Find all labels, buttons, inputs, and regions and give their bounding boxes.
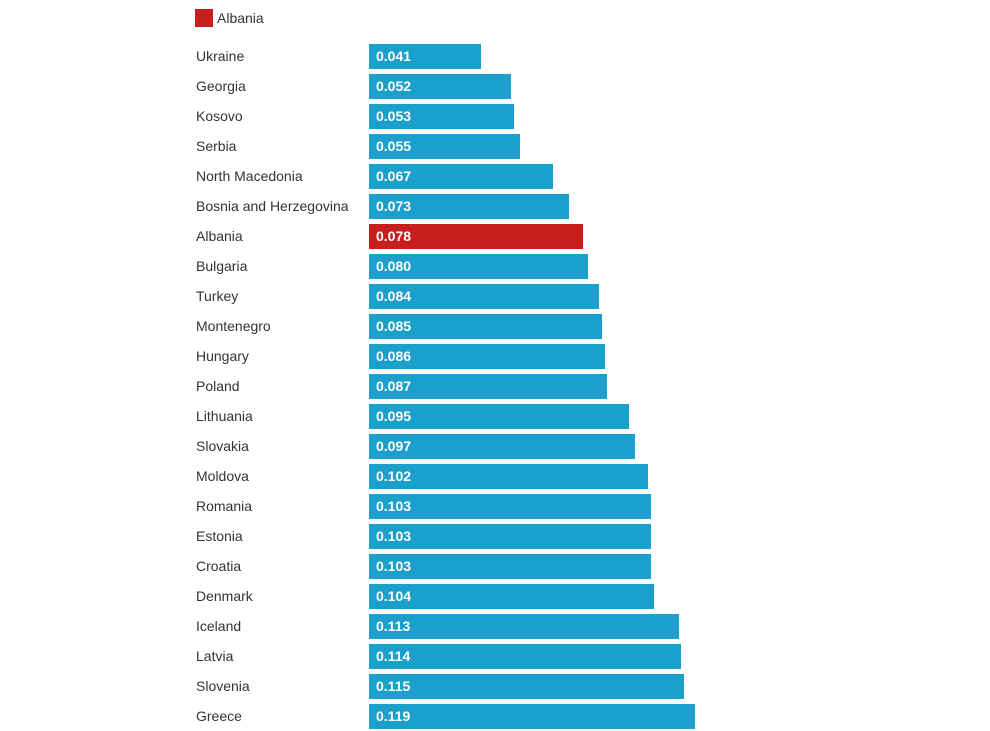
category-label-albania: Albania	[196, 228, 243, 244]
bar-denmark	[369, 584, 654, 609]
category-label-slovenia: Slovenia	[196, 678, 250, 694]
value-label-albania: 0.078	[376, 228, 411, 244]
category-label-croatia: Croatia	[196, 558, 241, 574]
value-label-georgia: 0.052	[376, 78, 411, 94]
bar-bosnia-and-herzegovina	[369, 194, 569, 219]
bar-hungary	[369, 344, 605, 369]
category-label-slovakia: Slovakia	[196, 438, 249, 454]
category-label-poland: Poland	[196, 378, 240, 394]
category-label-bulgaria: Bulgaria	[196, 258, 248, 274]
value-label-greece: 0.119	[376, 708, 410, 724]
bar-slovenia	[369, 674, 684, 699]
value-label-turkey: 0.084	[376, 288, 411, 304]
bar-iceland	[369, 614, 679, 639]
value-label-kosovo: 0.053	[376, 108, 411, 124]
value-label-denmark: 0.104	[376, 588, 411, 604]
category-label-latvia: Latvia	[196, 648, 234, 664]
category-label-romania: Romania	[196, 498, 252, 514]
bar-bulgaria	[369, 254, 588, 279]
category-label-serbia: Serbia	[196, 138, 237, 154]
bar-romania	[369, 494, 651, 519]
value-label-slovakia: 0.097	[376, 438, 411, 454]
value-label-iceland: 0.113	[376, 618, 410, 634]
bar-georgia	[369, 74, 511, 99]
category-label-ukraine: Ukraine	[196, 48, 244, 64]
bar-moldova	[369, 464, 648, 489]
category-label-moldova: Moldova	[196, 468, 249, 484]
value-label-latvia: 0.114	[376, 648, 410, 664]
category-label-estonia: Estonia	[196, 528, 243, 544]
value-label-romania: 0.103	[376, 498, 411, 514]
bar-north-macedonia	[369, 164, 553, 189]
bar-serbia	[369, 134, 520, 159]
bar-turkey	[369, 284, 599, 309]
value-label-montenegro: 0.085	[376, 318, 411, 334]
value-label-croatia: 0.103	[376, 558, 411, 574]
value-label-bosnia-and-herzegovina: 0.073	[376, 198, 411, 214]
category-label-north-macedonia: North Macedonia	[196, 168, 303, 184]
bar-albania	[369, 224, 583, 249]
value-label-lithuania: 0.095	[376, 408, 411, 424]
value-label-estonia: 0.103	[376, 528, 411, 544]
bar-kosovo	[369, 104, 514, 129]
category-label-bosnia-and-herzegovina: Bosnia and Herzegovina	[196, 198, 349, 214]
bar-latvia	[369, 644, 681, 669]
category-label-kosovo: Kosovo	[196, 108, 243, 124]
category-label-turkey: Turkey	[196, 288, 238, 304]
category-label-lithuania: Lithuania	[196, 408, 253, 424]
bar-poland	[369, 374, 607, 399]
bar-estonia	[369, 524, 651, 549]
category-label-hungary: Hungary	[196, 348, 249, 364]
category-label-montenegro: Montenegro	[196, 318, 271, 334]
bar-greece	[369, 704, 695, 729]
value-label-serbia: 0.055	[376, 138, 411, 154]
value-label-ukraine: 0.041	[376, 48, 411, 64]
category-label-iceland: Iceland	[196, 618, 241, 634]
category-label-denmark: Denmark	[196, 588, 254, 604]
category-label-georgia: Georgia	[196, 78, 246, 94]
bar-lithuania	[369, 404, 629, 429]
value-label-bulgaria: 0.080	[376, 258, 411, 274]
chart-legend: Albania	[195, 9, 264, 27]
value-label-north-macedonia: 0.067	[376, 168, 411, 184]
value-label-slovenia: 0.115	[376, 678, 410, 694]
value-label-poland: 0.087	[376, 378, 411, 394]
category-label-greece: Greece	[196, 708, 242, 724]
bar-ukraine	[369, 44, 481, 69]
bar-slovakia	[369, 434, 635, 459]
value-label-moldova: 0.102	[376, 468, 411, 484]
bar-croatia	[369, 554, 651, 579]
bar-montenegro	[369, 314, 602, 339]
legend-label-albania: Albania	[217, 10, 264, 26]
legend-swatch-albania	[195, 9, 213, 27]
value-label-hungary: 0.086	[376, 348, 411, 364]
